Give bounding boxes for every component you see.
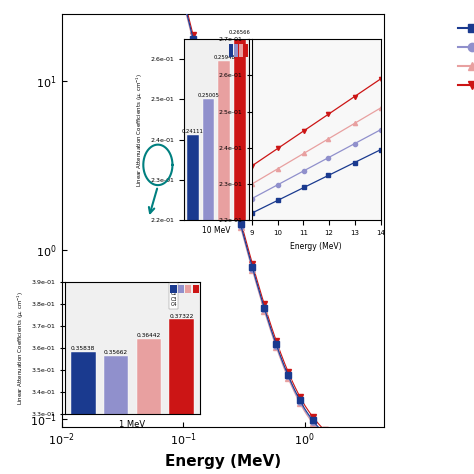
X-axis label: Energy (MeV): Energy (MeV)	[165, 454, 281, 469]
Legend: C1, C2, C3, C4: C1, C2, C3, C4	[453, 20, 474, 95]
